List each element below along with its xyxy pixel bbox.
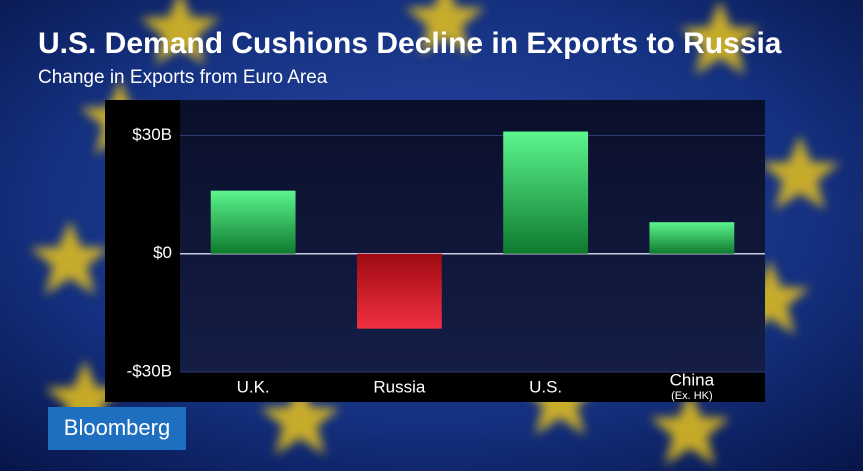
chart-title: U.S. Demand Cushions Decline in Exports … (38, 27, 782, 60)
brand-box (48, 407, 186, 450)
x-tick-note: (Ex. HK) (671, 390, 713, 402)
bar (210, 190, 296, 254)
y-tick-label: $30B (132, 125, 172, 144)
x-tick-label: Russia (373, 377, 426, 396)
chart-subtitle: Change in Exports from Euro Area (38, 67, 328, 88)
bar (356, 253, 442, 329)
x-tick-label: U.K. (237, 377, 270, 396)
brand-name: Bloomberg (64, 415, 170, 440)
x-tick-label: U.S. (529, 377, 562, 396)
bar (649, 222, 735, 254)
y-tick-label: -$30B (127, 361, 172, 380)
x-tick-label: China (670, 370, 715, 389)
y-tick-label: $0 (153, 243, 172, 262)
bar (503, 131, 589, 254)
